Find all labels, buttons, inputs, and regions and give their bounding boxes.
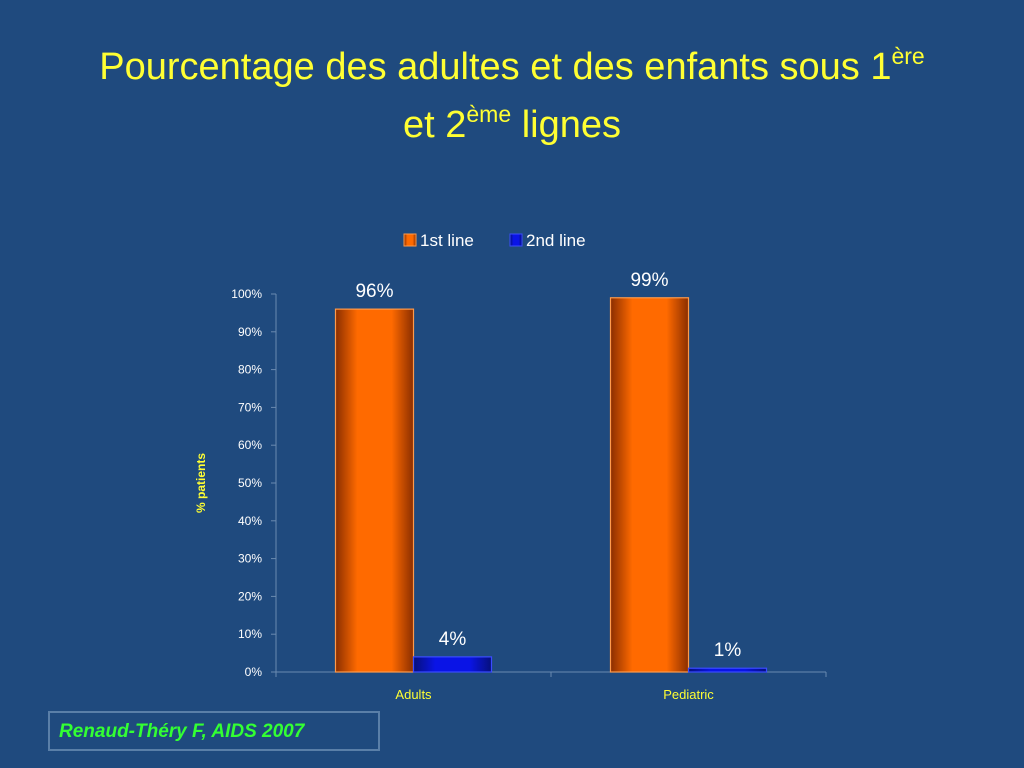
- y-tick-label: 80%: [238, 363, 262, 377]
- data-label: 96%: [355, 281, 393, 302]
- data-label: 1%: [714, 640, 742, 661]
- slide-title: Pourcentage des adultes et des enfants s…: [0, 38, 1024, 154]
- y-tick-label: 90%: [238, 325, 262, 339]
- title-text-1: Pourcentage des adultes et des enfants s…: [99, 46, 892, 88]
- data-label: 4%: [439, 629, 467, 650]
- citation-text: Renaud-Théry F, AIDS 2007: [59, 721, 305, 742]
- legend-label-1: 1st line: [420, 231, 474, 250]
- y-tick-label: 30%: [238, 552, 262, 566]
- bar-2nd-line: [412, 656, 493, 673]
- bar-1st-line: [334, 308, 415, 673]
- title-superscript-1: ère: [891, 43, 925, 69]
- category-label: Adults: [395, 687, 432, 702]
- y-tick-label: 70%: [238, 400, 262, 414]
- title-text-2: et 2: [403, 104, 467, 146]
- bar-2nd-line: [687, 667, 768, 673]
- y-tick-label: 100%: [231, 287, 262, 301]
- y-tick-label: 50%: [238, 476, 262, 490]
- legend-swatch-2: [509, 233, 523, 247]
- y-tick-label: 60%: [238, 438, 262, 452]
- data-label: 99%: [630, 270, 668, 291]
- bar-1st-line: [609, 297, 690, 673]
- legend-swatch-1: [403, 233, 417, 247]
- y-tick-label: 0%: [245, 665, 263, 679]
- title-superscript-2: ème: [466, 101, 512, 127]
- y-tick-label: 20%: [238, 589, 262, 603]
- title-text-3: lignes: [511, 104, 621, 146]
- y-axis-title: % patients: [194, 453, 208, 513]
- y-tick-label: 10%: [238, 627, 262, 641]
- citation-box: Renaud-Théry F, AIDS 2007: [48, 711, 380, 751]
- legend-label-2: 2nd line: [526, 231, 586, 250]
- y-tick-label: 40%: [238, 514, 262, 528]
- category-label: Pediatric: [663, 687, 714, 702]
